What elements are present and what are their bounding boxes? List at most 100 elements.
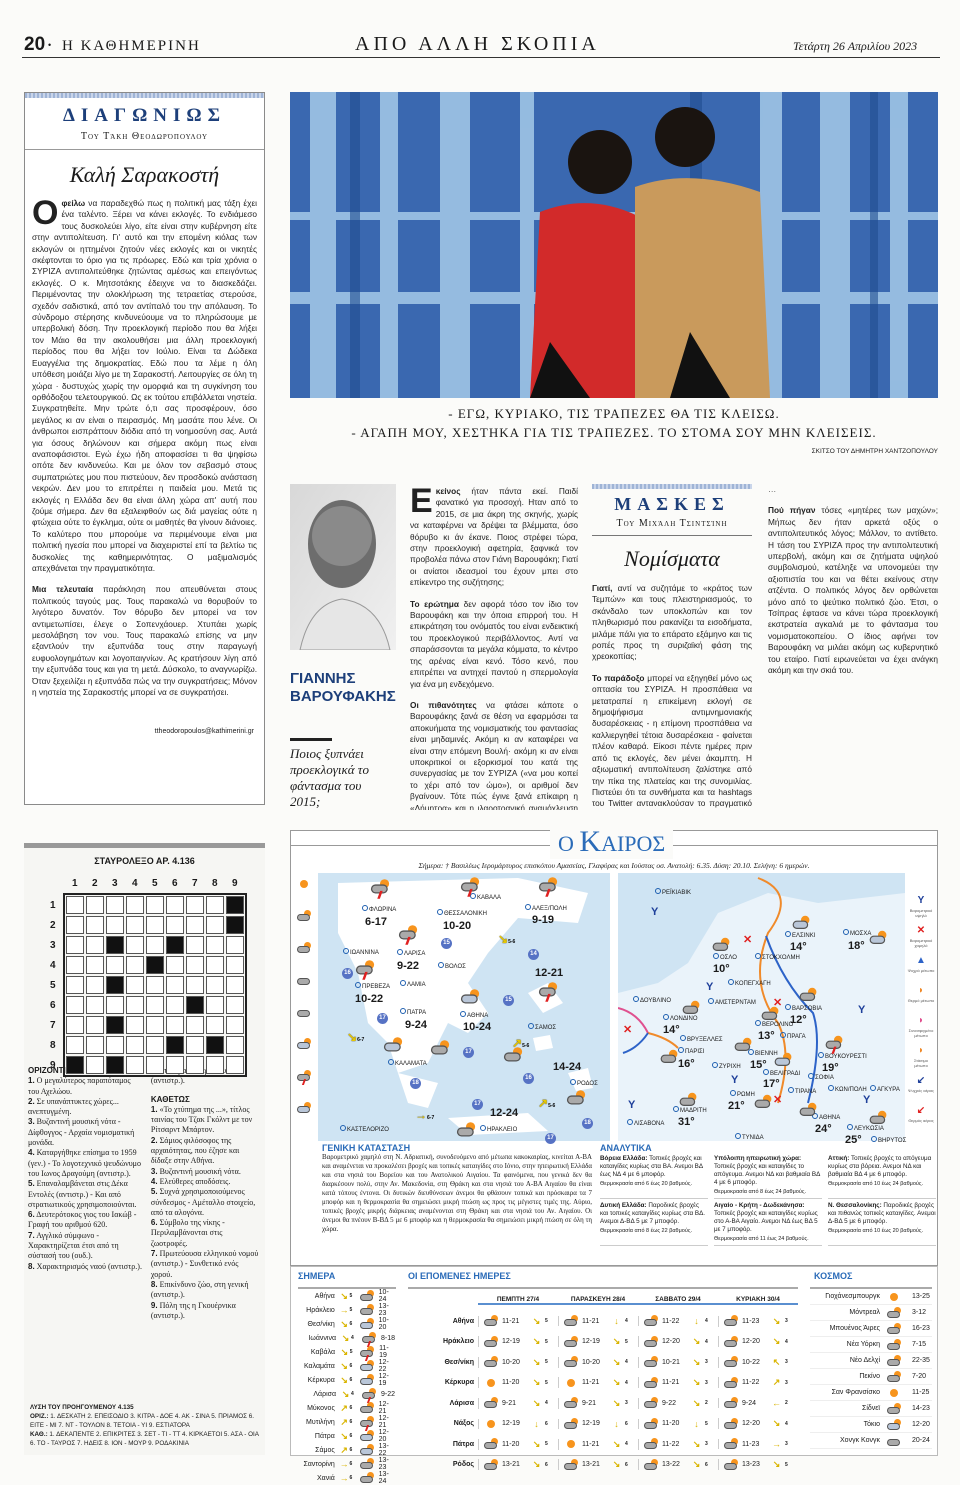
crossword-cell[interactable] [86,896,104,914]
crossword-cell[interactable] [86,1056,104,1074]
crossword-cell[interactable] [206,956,224,974]
crossword-cell[interactable] [126,916,144,934]
crossword-cell[interactable] [166,996,184,1014]
crossword-cell[interactable] [146,976,164,994]
city-name: Θεσ/νίκη [444,1358,474,1366]
crossword-cell[interactable] [226,976,244,994]
next-days-row: Λάρισα 9-21 ↘ 4 9-21 ↘ 3 9-22 ↘ 2 9-24 ← 2 [408,1393,798,1414]
crossword-cell[interactable] [146,1056,164,1074]
clue-down: 5. Συχνά χρησιμοποιούμενος σύνδεσμος - Α… [151,1187,261,1218]
crossword-cell[interactable] [126,1056,144,1074]
temperature-range: 11-23 [742,1317,760,1325]
crossword-cell[interactable] [166,1016,184,1034]
crossword-cell[interactable] [86,1036,104,1054]
day-forecast: 11-21 ↘ 5 [478,1315,558,1327]
crossword-cell[interactable] [86,996,104,1014]
crossword-cell[interactable] [186,916,204,934]
cloud-sun-icon [483,1438,499,1450]
map-city-label: ΑΛΕΞ/ΠΟΛΗ [525,904,567,913]
crossword-cell[interactable] [226,936,244,954]
crossword-cell[interactable] [206,1016,224,1034]
crossword-cell[interactable] [166,956,184,974]
crossword-cell[interactable] [66,996,84,1014]
crossword-cell[interactable] [166,916,184,934]
clue-number: 2. [28,1096,35,1106]
crossword-cell[interactable] [126,996,144,1014]
region-text: Τοπικές βροχές και καταιγίδες κυρίως στα… [600,1155,703,1178]
crossword-cell[interactable] [66,1036,84,1054]
author-email[interactable]: ttheodoropoulos@kathimerini.gr [154,728,254,735]
newspaper-name: Η ΚΑΘΗΜΕΡΙΝΗ [62,38,201,54]
today-row: Καβάλα ↘ 5 11-19 [298,1345,396,1359]
crossword-cell[interactable] [66,976,84,994]
crossword-cell[interactable] [166,976,184,994]
crossword-cell[interactable] [86,916,104,934]
crossword-cell[interactable] [86,1016,104,1034]
crossword-cell[interactable] [66,896,84,914]
crossword-cell[interactable] [186,956,204,974]
crossword-cell[interactable] [86,936,104,954]
day-header: ΣΑΒΒΑΤΟ 29/4 [638,1296,718,1305]
map-city-label: ΑΘΗΝΑ [460,1011,488,1020]
general-situation: ΓΕΝΙΚΗ ΚΑΤΑΣΤΑΣΗ Βαρομετρικό χαμηλό στη … [322,1143,592,1234]
day-forecast: 11-22 ↘ 3 [638,1438,718,1450]
crossword-cell[interactable] [226,956,244,974]
crossword-cell[interactable] [206,1056,224,1074]
day-forecast: 11-23 ↘ 3 [718,1315,798,1327]
cloud-sun-icon [503,1047,524,1062]
crossword-cell[interactable] [186,1036,204,1054]
crossword-cell[interactable] [126,956,144,974]
wind-arrow-icon: →6-7 [415,1108,435,1122]
crossword-cell[interactable] [226,1016,244,1034]
crossword-cell[interactable] [206,976,224,994]
crossword-cell[interactable] [206,936,224,954]
crossword-cell[interactable] [66,956,84,974]
crossword-cell[interactable] [186,896,204,914]
crossword-cell[interactable] [106,996,124,1014]
crossword-cell[interactable] [66,916,84,934]
clue-down: 1. «Το χτύπημα της ...», τίτλος ταινίας … [151,1105,261,1136]
crossword-cell[interactable] [206,996,224,1014]
cartoon-caption: - ΕΓΩ, ΚΥΡΙΑΚΟ, ΤΙΣ ΤΡΑΠΕΖΕΣ ΘΑ ΤΙΣ ΚΛΕΙ… [290,404,938,442]
crossword-cell[interactable] [206,916,224,934]
crossword-cell[interactable] [146,1016,164,1034]
crossword-cell[interactable] [206,896,224,914]
crossword-cell[interactable] [186,1016,204,1034]
crossword-cell[interactable] [166,1056,184,1074]
crossword-cell[interactable] [166,896,184,914]
crossword-cell[interactable] [146,896,164,914]
wind-direction-icon: ↘ [340,1318,348,1329]
crossword-cell[interactable] [126,1016,144,1034]
wind-force: 5 [349,1293,353,1299]
crossword-cell[interactable] [146,936,164,954]
map-temperature: 9-19 [532,914,555,926]
crossword-cell[interactable] [146,996,164,1014]
crossword-cell[interactable] [126,896,144,914]
crossword-cell[interactable] [186,1056,204,1074]
crossword-cell[interactable] [86,976,104,994]
crossword-cell[interactable] [106,916,124,934]
world-row: Σίδνεϊ 14-23 [810,1401,932,1417]
crossword-cell[interactable] [226,996,244,1014]
crossword-cell[interactable] [226,1036,244,1054]
crossword-cell[interactable] [186,976,204,994]
crossword-cell[interactable] [126,936,144,954]
crossword-cell[interactable] [86,956,104,974]
crossword-cell[interactable] [66,1016,84,1034]
crossword-cell[interactable] [106,896,124,914]
crossword-cell[interactable] [66,936,84,954]
crossword-cell[interactable] [186,936,204,954]
crossword-cell[interactable] [126,1036,144,1054]
wind-force: 5 [545,1318,548,1325]
crossword-cell[interactable] [226,1056,244,1074]
cloud-sun-icon [753,1094,772,1108]
day-header: ΠΕΜΠΤΗ 27/4 [478,1296,558,1305]
crossword-cell[interactable] [146,916,164,934]
clue-number: 7. [150,1249,158,1259]
cloud-sun-icon [359,1458,375,1469]
crossword-cell[interactable] [106,956,124,974]
wind-force: 3 [785,1379,788,1386]
crossword-cell[interactable] [126,976,144,994]
crossword-cell[interactable] [106,1036,124,1054]
crossword-cell[interactable] [146,1036,164,1054]
